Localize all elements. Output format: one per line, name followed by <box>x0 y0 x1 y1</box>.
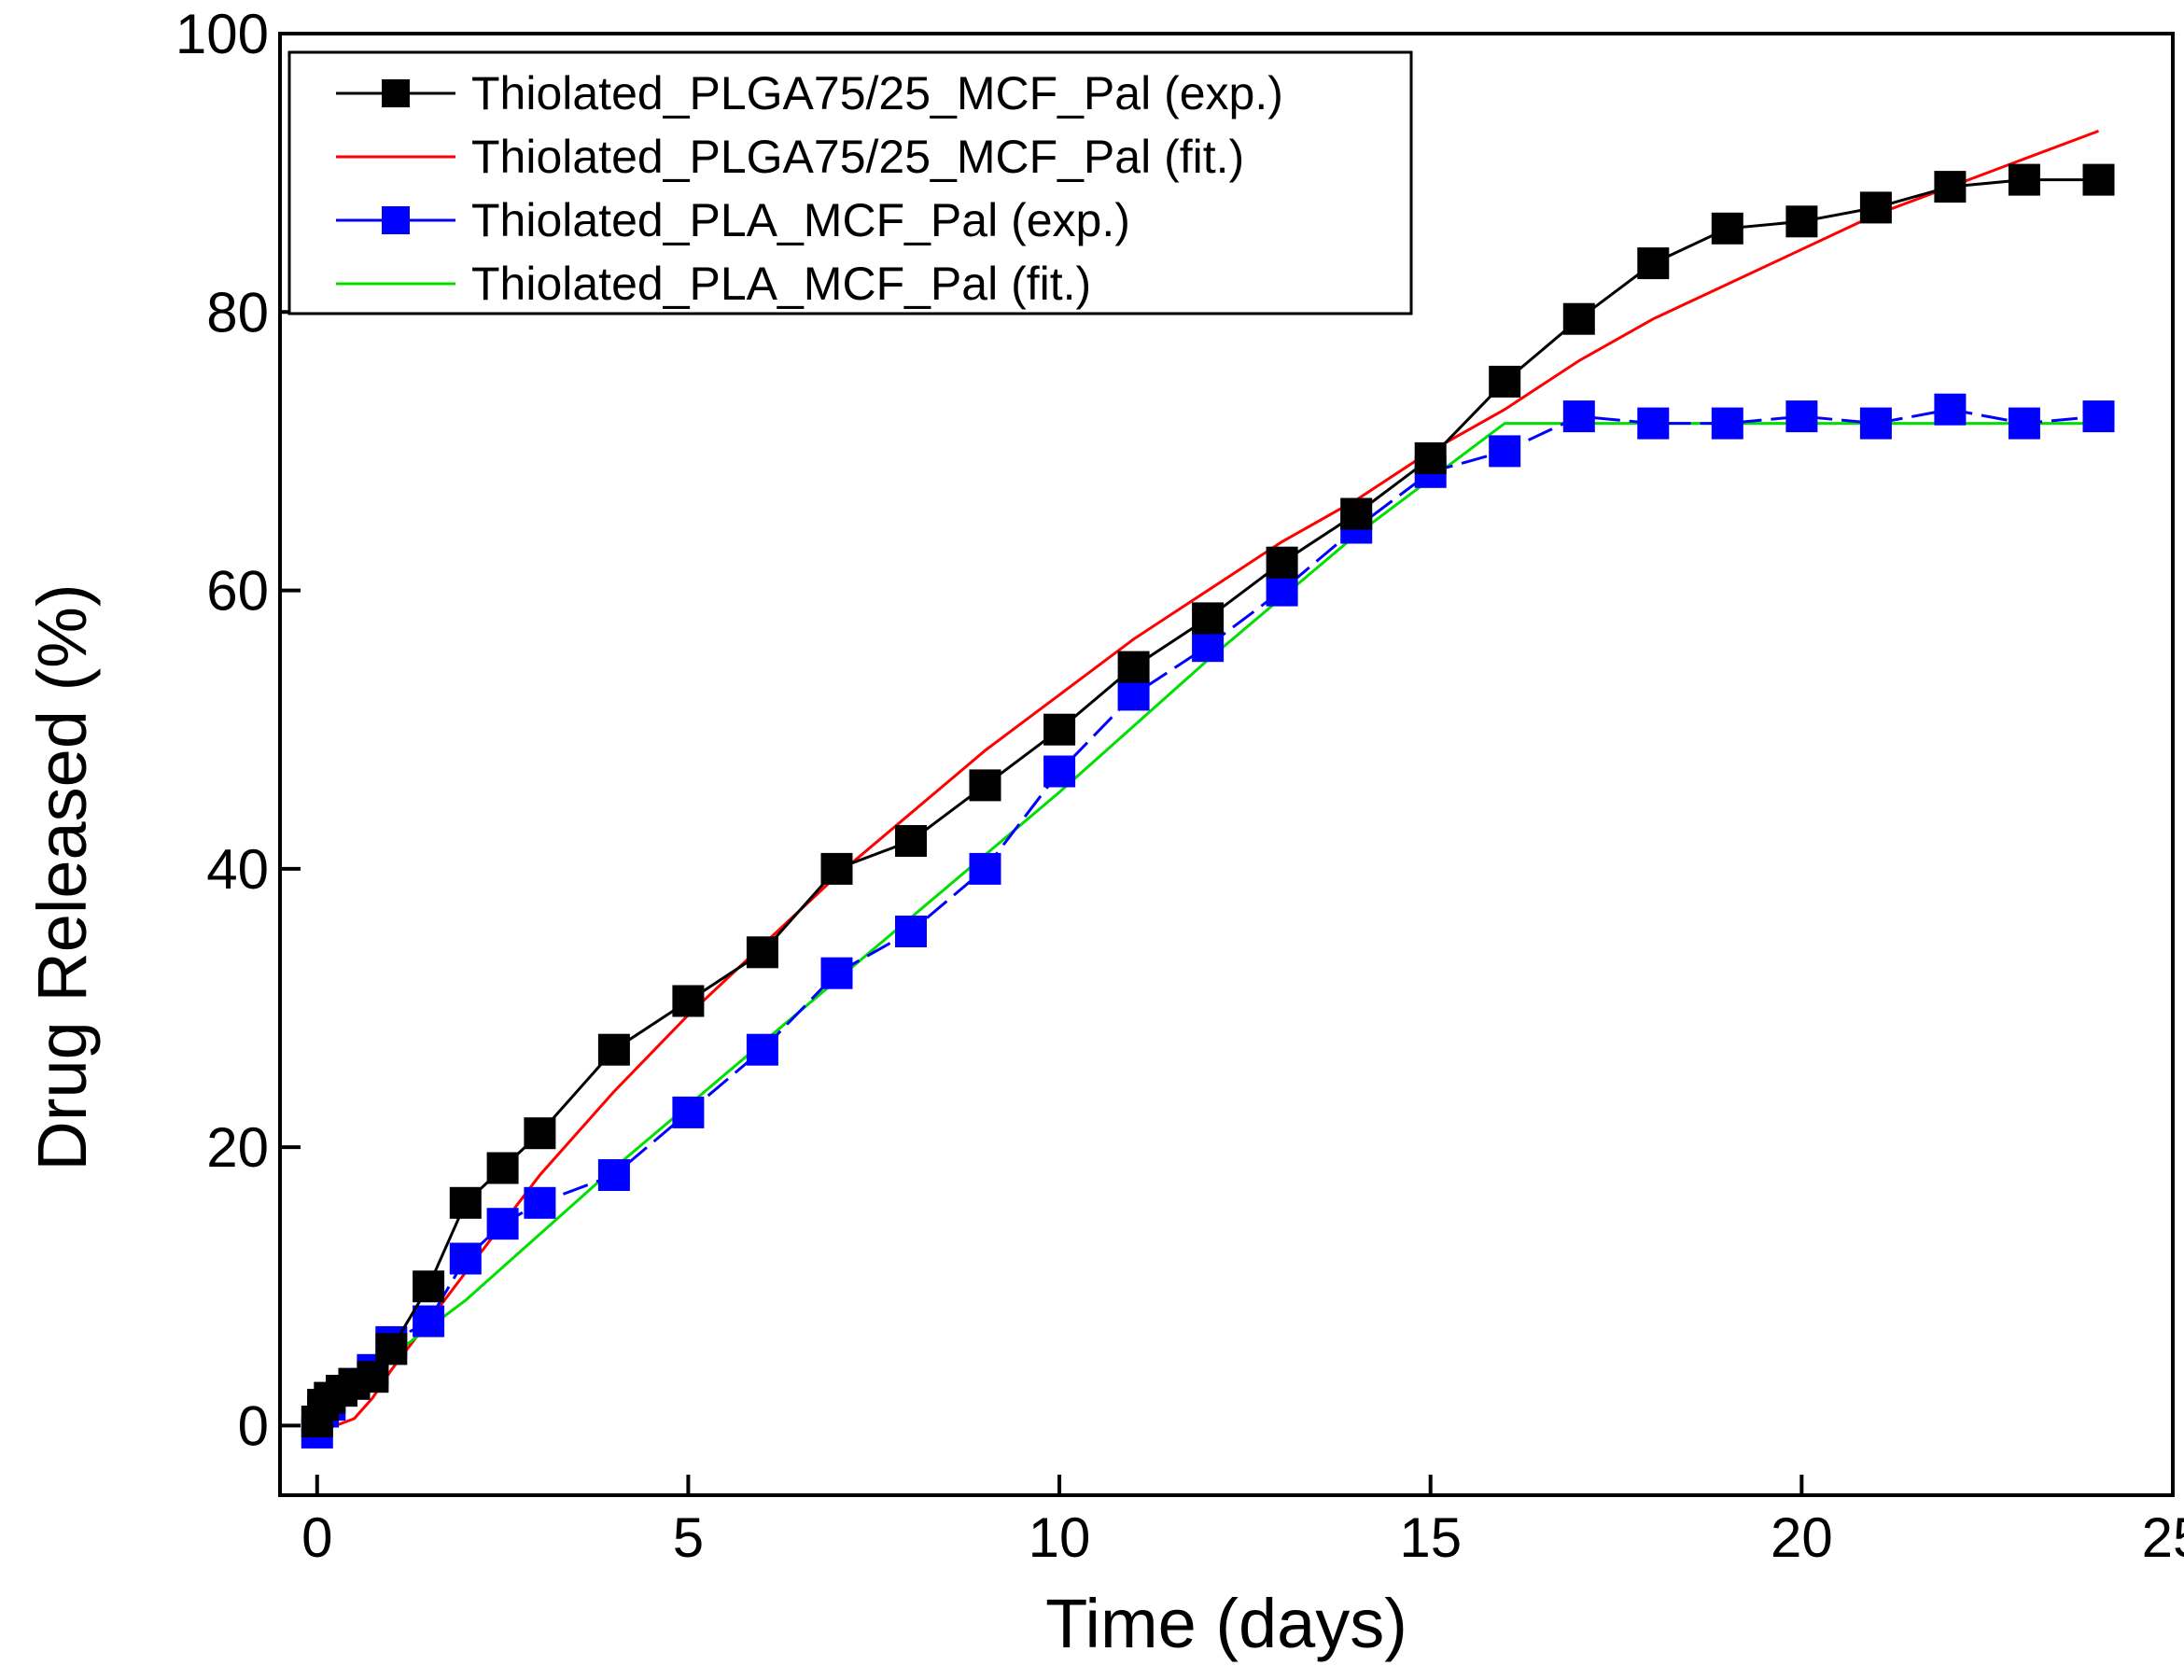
data-point <box>2082 163 2115 196</box>
data-point <box>969 769 1001 802</box>
data-point <box>375 1333 408 1365</box>
x-tick-label: 25 <box>2142 1506 2184 1569</box>
data-point <box>1117 651 1150 683</box>
data-point <box>413 1270 445 1303</box>
data-point <box>1711 212 1743 245</box>
data-point <box>1192 602 1225 635</box>
data-point <box>524 1117 556 1150</box>
data-point <box>969 852 1001 885</box>
y-tick-label: 0 <box>238 1394 269 1457</box>
data-point <box>486 1208 519 1240</box>
data-point <box>1562 400 1595 433</box>
y-axis-title: Drug Released (%) <box>23 583 101 1170</box>
data-point <box>597 1159 630 1191</box>
x-tick-label: 15 <box>1399 1506 1462 1569</box>
series-1 <box>316 129 2100 1435</box>
data-point <box>1637 247 1670 280</box>
y-tick-label: 100 <box>175 3 269 65</box>
x-axis-title: Time (days) <box>1045 1585 1407 1662</box>
data-point <box>895 825 927 857</box>
data-point <box>1637 407 1670 440</box>
data-point <box>1192 630 1225 663</box>
data-point <box>672 985 705 1017</box>
series-line-2 <box>315 408 2099 1434</box>
data-point <box>1785 400 1818 433</box>
legend-entry-pla-fit: Thiolated_PLA_MCF_Pal (fit.) <box>336 258 1091 310</box>
data-point <box>2082 400 2115 433</box>
series-layer <box>301 129 2115 1449</box>
legend: Thiolated_PLGA75/25_MCF_Pal (exp.) Thiol… <box>287 50 1413 315</box>
data-point <box>1266 574 1298 607</box>
legend-label-plga-exp: Thiolated_PLGA75/25_MCF_Pal (exp.) <box>471 67 1283 119</box>
data-point <box>1043 755 1076 788</box>
data-point <box>1859 407 1892 440</box>
legend-label-pla-exp: Thiolated_PLA_MCF_Pal (exp.) <box>471 194 1130 246</box>
data-point <box>413 1305 445 1337</box>
x-tick-label: 0 <box>301 1506 332 1569</box>
data-point <box>820 957 853 989</box>
series-0 <box>301 163 2115 1437</box>
series-line-1 <box>316 129 2100 1435</box>
axis-ticks: 0 5 10 15 20 25 0 20 40 60 80 100 <box>175 3 2184 1569</box>
y-tick-label: 20 <box>206 1116 269 1179</box>
data-point <box>1859 191 1892 224</box>
y-tick-label: 40 <box>206 838 269 901</box>
y-tick-label: 80 <box>206 281 269 343</box>
data-point <box>1266 546 1298 579</box>
data-point <box>1562 302 1595 335</box>
x-tick-label: 20 <box>1771 1506 1833 1569</box>
data-point <box>1117 679 1150 711</box>
x-tick-label: 10 <box>1029 1506 1091 1569</box>
data-point <box>486 1152 519 1184</box>
data-point <box>449 1242 482 1275</box>
data-point <box>746 936 778 969</box>
data-point <box>1934 393 1967 426</box>
data-point <box>1711 407 1743 440</box>
data-point <box>1934 171 1967 203</box>
legend-entry-plga-fit: Thiolated_PLGA75/25_MCF_Pal (fit.) <box>336 131 1244 183</box>
y-tick-label: 60 <box>206 560 269 623</box>
legend-label-plga-fit: Thiolated_PLGA75/25_MCF_Pal (fit.) <box>471 131 1244 183</box>
data-point <box>2008 407 2040 440</box>
series-2 <box>301 393 2115 1449</box>
data-point <box>1489 435 1521 468</box>
data-point <box>597 1033 630 1066</box>
data-point <box>524 1186 556 1219</box>
legend-marker-plga-exp <box>382 79 410 107</box>
legend-entry-pla-exp: Thiolated_PLA_MCF_Pal (exp.) <box>336 194 1130 246</box>
data-point <box>1043 713 1076 746</box>
data-point <box>672 1096 705 1128</box>
data-point <box>1489 365 1521 398</box>
data-point <box>820 852 853 885</box>
legend-box <box>287 50 1413 315</box>
series-3 <box>315 422 2099 1413</box>
legend-marker-pla-exp <box>382 206 410 234</box>
series-line-3 <box>315 422 2099 1413</box>
data-point <box>746 1033 778 1066</box>
data-point <box>357 1361 389 1393</box>
data-point <box>449 1186 482 1219</box>
series-line-0 <box>315 178 2099 1422</box>
data-point <box>1414 441 1447 474</box>
data-point <box>895 916 927 947</box>
legend-label-pla-fit: Thiolated_PLA_MCF_Pal (fit.) <box>471 258 1091 310</box>
data-point <box>1785 205 1818 238</box>
data-point <box>2008 163 2040 196</box>
plot-frame <box>278 32 2175 1497</box>
x-tick-label: 5 <box>673 1506 704 1569</box>
legend-entry-plga-exp: Thiolated_PLGA75/25_MCF_Pal (exp.) <box>336 67 1283 119</box>
data-point <box>1340 497 1373 530</box>
